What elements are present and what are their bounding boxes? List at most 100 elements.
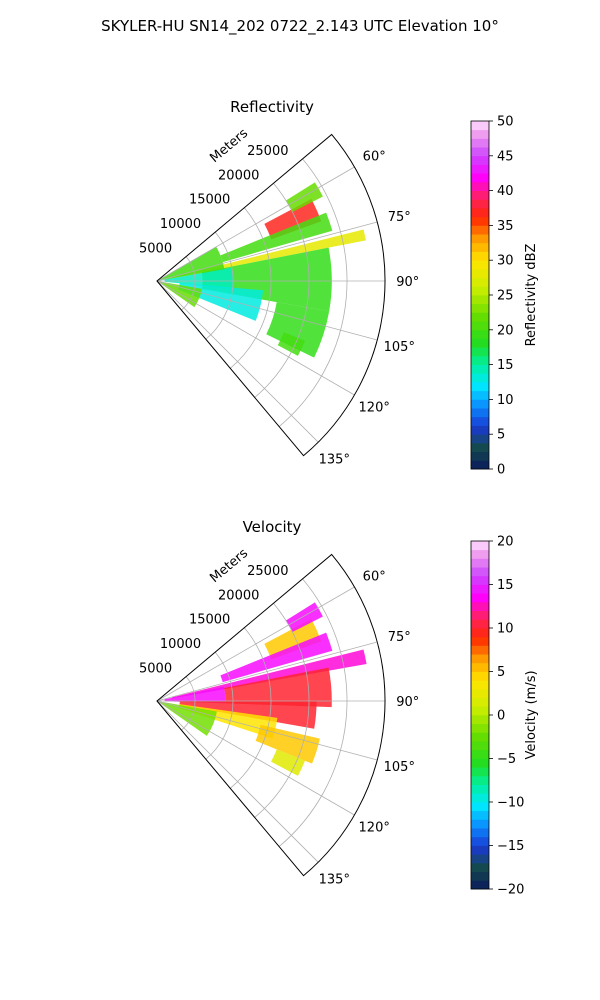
echo-region [164,267,233,289]
angular-tick-label: 105° [384,760,415,775]
colorbar-segment [471,601,489,611]
colorbar-tick-label: 5 [497,665,505,680]
radial-gridline [205,651,234,760]
colorbar-tick-label: 45 [497,149,514,164]
radial-tick-label: 20000 [218,588,259,603]
colorbar-segment [471,758,489,768]
colorbar-segment [471,819,489,829]
angular-gridline [156,166,355,282]
colorbar-tick-label: 50 [497,115,514,130]
radial-tick-label: 10000 [160,637,201,652]
colorbar-segment [471,549,489,559]
panel-title: Velocity [243,518,302,536]
colorbar-segment [471,312,489,322]
radial-tick-label: 15000 [189,613,230,628]
colorbar-segment [471,173,489,183]
colorbar-segment [471,845,489,855]
colorbar-tick-label: 0 [497,463,505,478]
angular-gridline [156,280,378,341]
colorbar-tick-label: 15 [497,578,514,593]
colorbar-segment [471,749,489,759]
colorbar-tick-label: 20 [497,535,514,550]
angular-tick-label: 105° [384,340,415,355]
colorbar-tick-label: 40 [497,184,514,199]
colorbar-segment [471,836,489,846]
colorbar-segment [471,558,489,568]
colorbar-segment [471,242,489,252]
colorbar-segment [471,828,489,838]
echo-region [171,649,367,699]
radial-gridline [278,158,348,427]
colorbar-segment [471,854,489,864]
colorbar-segment [471,416,489,426]
echo-region [220,632,333,683]
colorbar-segment [471,793,489,803]
echo-region [255,724,320,764]
angular-tick-label: 60° [363,150,386,165]
colorbar-segment [471,680,489,690]
echo-layer [157,602,367,776]
echo-region [264,198,322,240]
angular-tick-label: 90° [396,695,419,710]
colorbar: 0 5 10 15 20 25 30 35 40 45 50 Reflectivity dBZ [470,115,539,478]
colorbar-segment [471,671,489,681]
colorbar-segment [471,628,489,638]
colorbar-tick-label: 30 [497,254,514,269]
colorbar-segment [471,810,489,820]
colorbar-segment [471,355,489,365]
angular-tick-label: 60° [363,570,386,585]
colorbar-segment [471,662,489,672]
colorbar-segment [471,732,489,742]
radial-tick-label: 20000 [218,168,259,183]
colorbar-segment [471,567,489,577]
colorbar-segment [471,138,489,148]
colorbar-segment [471,862,489,872]
colorbar-label: Velocity (m/s) [524,670,539,759]
colorbar-segment [471,286,489,296]
colorbar-segment [471,373,489,383]
angular-gridline [156,221,378,282]
radial-axis-label: Meters [207,546,251,586]
colorbar: −20 −15 −10 −5 0 5 10 15 20 Velocity (m/s) [470,535,539,898]
colorbar-segment [471,303,489,313]
colorbar-segment [471,225,489,235]
colorbar-segment [471,155,489,165]
colorbar-tick-label: −10 [497,796,524,811]
reflectivity-panel: Reflectivity 5000 10000 15000 20000 25000Mete… [139,98,539,478]
colorbar-segment [471,593,489,603]
colorbar-segment [471,619,489,629]
colorbar-segment [471,575,489,585]
colorbar-segment [471,129,489,139]
colorbar-tick-label: 5 [497,428,505,443]
colorbar-segment [471,784,489,794]
colorbar-segment [471,216,489,226]
angular-gridline [156,641,378,702]
panel-title: Reflectivity [230,98,314,116]
echo-region [201,247,332,312]
angular-gridline [156,280,319,443]
radial-gridline [230,627,272,789]
angular-gridline [156,700,355,816]
colorbar-tick-label: −20 [497,883,524,898]
sector-frame [156,133,386,457]
angular-tick-label: 90° [396,275,419,290]
polar-grid [156,158,385,443]
colorbar-segment [471,767,489,777]
colorbar-tick-label: 25 [497,289,514,304]
colorbar-segment [471,121,489,131]
colorbar-segment [471,610,489,620]
radial-tick-label: 25000 [247,144,288,159]
radial-gridline [205,231,234,340]
radial-tick-label: 5000 [139,662,172,677]
colorbar-segment [471,164,489,174]
echo-layer [157,182,366,358]
colorbar-tick-label: 20 [497,323,514,338]
colorbar-segment [471,347,489,357]
radial-tick-label: 10000 [160,217,201,232]
colorbar-segment [471,442,489,452]
angular-tick-label: 135° [319,872,350,887]
colorbar-segment [471,382,489,392]
angular-gridline [156,280,355,396]
colorbar-segment [471,408,489,418]
